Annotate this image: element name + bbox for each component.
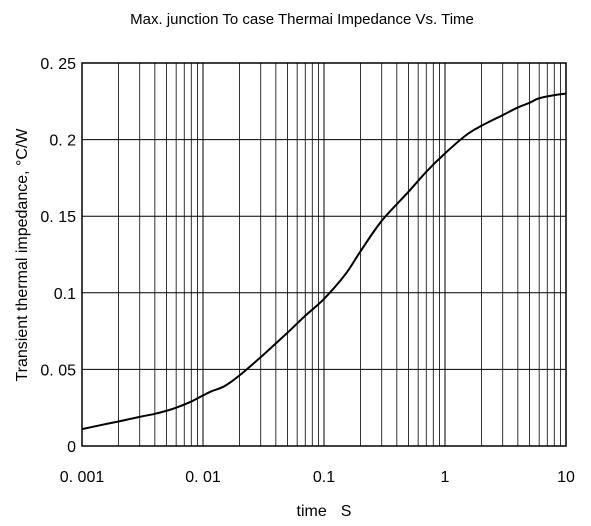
y-axis-label: Transient thermal impedance, °C/W — [14, 128, 31, 382]
x-tick-label: 0. 001 — [60, 469, 105, 486]
series-line — [81, 92, 567, 431]
chart-title: Max. junction To case Thermai Impedance … — [130, 11, 474, 28]
y-tick-label: 0. 05 — [40, 362, 76, 379]
y-tick-label: 0 — [67, 439, 76, 456]
y-tick-label: 0. 15 — [40, 209, 76, 226]
y-tick-label: 0. 2 — [49, 133, 76, 150]
x-tick-label: 0. 01 — [185, 469, 221, 486]
series-layer — [81, 92, 567, 431]
x-axis-ticks: 0. 001 0. 01 0.1 1 10 — [60, 469, 575, 486]
x-tick-label: 1 — [441, 469, 450, 486]
x-axis-label-part: time — [297, 503, 327, 520]
y-tick-label: 0. 25 — [40, 56, 76, 73]
y-axis-ticks: 0 0. 05 0.1 0. 15 0. 2 0. 25 — [40, 56, 76, 456]
x-tick-label: 0.1 — [313, 469, 335, 486]
y-tick-label: 0.1 — [54, 286, 76, 303]
x-tick-label: 10 — [557, 469, 575, 486]
x-axis-label-part: S — [341, 503, 352, 520]
plot-frame — [81, 62, 567, 447]
grid — [82, 63, 566, 446]
x-axis-label: time S — [297, 503, 352, 520]
